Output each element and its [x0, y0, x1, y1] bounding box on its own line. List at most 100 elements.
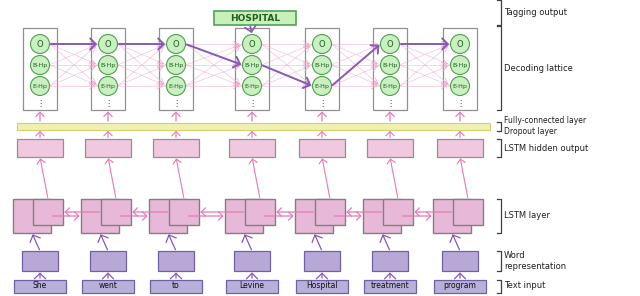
Text: LSTM hidden output: LSTM hidden output [504, 144, 588, 152]
Bar [85, 139, 131, 157]
Bar [295, 199, 333, 233]
Text: Decoding lattice: Decoding lattice [504, 64, 573, 73]
Text: Fully-connected layer
Dropout layer: Fully-connected layer Dropout layer [504, 116, 586, 136]
Bar [226, 279, 278, 292]
Circle shape [381, 35, 399, 54]
Text: E-Hp: E-Hp [315, 83, 330, 89]
Circle shape [312, 56, 332, 75]
Text: program: program [444, 281, 476, 290]
Circle shape [451, 76, 470, 96]
Text: ⋮: ⋮ [172, 99, 180, 107]
Text: B-Hp: B-Hp [33, 62, 47, 67]
Text: Word
representation: Word representation [504, 251, 566, 271]
Text: E-Hp: E-Hp [244, 83, 259, 89]
Text: B-Hp: B-Hp [382, 62, 397, 67]
Text: treatment: treatment [371, 281, 410, 290]
Circle shape [99, 76, 118, 96]
Text: O: O [105, 39, 111, 49]
Bar [437, 139, 483, 157]
Circle shape [243, 35, 262, 54]
Text: HOSPITAL: HOSPITAL [230, 14, 280, 22]
Bar [364, 279, 416, 292]
Circle shape [166, 56, 186, 75]
Text: E-Hp: E-Hp [452, 83, 467, 89]
Text: ⋮: ⋮ [386, 99, 394, 107]
Circle shape [312, 35, 332, 54]
Text: to: to [172, 281, 180, 290]
Bar [225, 199, 263, 233]
Circle shape [451, 35, 470, 54]
Bar [153, 139, 199, 157]
Text: B-Hp: B-Hp [168, 62, 184, 67]
Bar [33, 199, 63, 225]
Text: ⋮: ⋮ [104, 99, 112, 107]
Text: ⋮: ⋮ [456, 99, 464, 107]
Text: O: O [319, 39, 325, 49]
Text: O: O [457, 39, 463, 49]
Circle shape [166, 76, 186, 96]
Text: O: O [36, 39, 44, 49]
Circle shape [381, 56, 399, 75]
Text: E-Hp: E-Hp [383, 83, 397, 89]
Bar [17, 139, 63, 157]
Bar [150, 279, 202, 292]
Text: ⋮: ⋮ [318, 99, 326, 107]
Text: B-Hp: B-Hp [314, 62, 330, 67]
Circle shape [243, 56, 262, 75]
Bar [443, 28, 477, 110]
Bar [372, 251, 408, 271]
Text: Levine: Levine [239, 281, 264, 290]
Bar [229, 139, 275, 157]
Text: Hospital: Hospital [306, 281, 338, 290]
Bar [13, 199, 51, 233]
Text: Tagging output: Tagging output [504, 8, 567, 17]
Bar [17, 123, 490, 130]
Bar [149, 199, 187, 233]
Text: O: O [173, 39, 179, 49]
Bar [245, 199, 275, 225]
Text: E-Hp: E-Hp [33, 83, 47, 89]
Bar [158, 251, 194, 271]
Bar [433, 199, 471, 233]
Bar [299, 139, 345, 157]
Bar [91, 28, 125, 110]
Text: O: O [249, 39, 255, 49]
Text: ⋮: ⋮ [36, 99, 44, 107]
Text: She: She [33, 281, 47, 290]
Bar [90, 251, 126, 271]
Bar [363, 199, 401, 233]
Circle shape [243, 76, 262, 96]
Bar [383, 199, 413, 225]
Circle shape [31, 35, 49, 54]
Text: went: went [99, 281, 117, 290]
Bar [159, 28, 193, 110]
Circle shape [451, 56, 470, 75]
Bar [82, 279, 134, 292]
Bar [453, 199, 483, 225]
Text: ⋮: ⋮ [248, 99, 256, 107]
Text: B-Hp: B-Hp [452, 62, 468, 67]
Text: O: O [387, 39, 394, 49]
Bar [315, 199, 345, 225]
Bar [101, 199, 131, 225]
Circle shape [31, 76, 49, 96]
Text: Text input: Text input [504, 281, 545, 290]
Bar [81, 199, 119, 233]
Text: B-Hp: B-Hp [100, 62, 116, 67]
Bar [234, 251, 270, 271]
Circle shape [31, 56, 49, 75]
Bar [22, 251, 58, 271]
Circle shape [381, 76, 399, 96]
Text: LSTM layer: LSTM layer [504, 212, 550, 221]
Bar [434, 279, 486, 292]
Bar [305, 28, 339, 110]
Bar [367, 139, 413, 157]
Circle shape [312, 76, 332, 96]
Bar [169, 199, 199, 225]
Text: E-Hp: E-Hp [100, 83, 115, 89]
Text: E-Hp: E-Hp [168, 83, 184, 89]
Bar [304, 251, 340, 271]
Bar [296, 279, 348, 292]
Text: B-Hp: B-Hp [244, 62, 260, 67]
Circle shape [166, 35, 186, 54]
